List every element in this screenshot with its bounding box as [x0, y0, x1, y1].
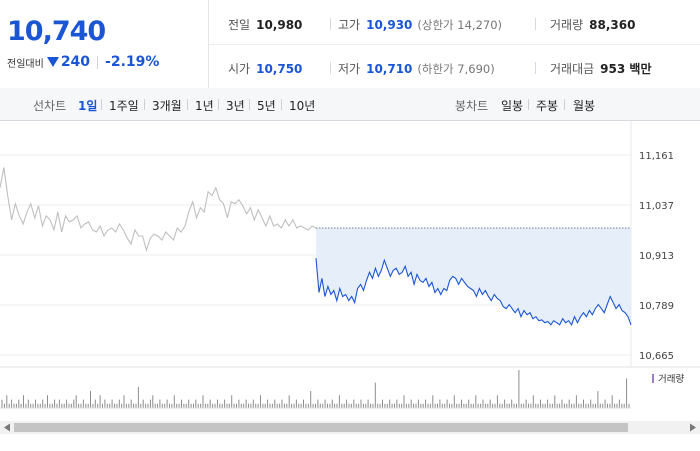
- previous-session-line: [0, 167, 317, 253]
- y-tick-label: 10,913: [639, 251, 674, 262]
- current-price: 10,740: [7, 16, 106, 47]
- stat-value: 88,360: [589, 17, 636, 32]
- y-axis-ticks: 11,161 11,037 10,913 10,789 10,665: [639, 151, 674, 362]
- line-chart-label: 선차트: [33, 99, 67, 113]
- divider: [187, 99, 188, 110]
- divider: [535, 62, 536, 74]
- stat-label: 고가: [338, 18, 361, 32]
- tab-1y[interactable]: 1년: [195, 99, 214, 113]
- price-line: [315, 258, 632, 326]
- tab-5y[interactable]: 5년: [257, 99, 276, 113]
- divider: [249, 99, 250, 110]
- scroll-left-icon[interactable]: [4, 423, 10, 432]
- upper-limit: (상한가 14,270): [417, 17, 503, 32]
- down-arrow-icon: [46, 57, 59, 67]
- stat-label: 거래대금: [550, 62, 595, 76]
- stat-high: 고가 10,930 (상한가 14,270): [338, 16, 502, 33]
- divider: [528, 99, 529, 110]
- divider: [97, 55, 99, 69]
- stat-value: 10,710: [366, 61, 413, 76]
- lower-limit: (하한가 7,690): [417, 61, 495, 76]
- price-chart: 11,161 11,037 10,913 10,789 10,665 거래량: [0, 121, 700, 434]
- divider: [535, 18, 536, 30]
- divider: [144, 99, 145, 110]
- volume-bars: [0, 370, 631, 409]
- tab-10y[interactable]: 10년: [289, 99, 316, 113]
- tab-1d[interactable]: 1일: [78, 99, 98, 113]
- volume-legend-swatch: [652, 374, 654, 383]
- y-tick-label: 10,665: [639, 351, 674, 362]
- stat-label: 저가: [338, 62, 361, 76]
- tab-3y[interactable]: 3년: [226, 99, 245, 113]
- chart-lines: [0, 167, 632, 326]
- tab-daily[interactable]: 일봉: [501, 99, 524, 113]
- price-fill-area: [316, 228, 631, 325]
- candle-chart-label: 봉차트: [455, 99, 489, 113]
- divider: [218, 99, 219, 110]
- volume-legend: 거래량: [652, 373, 684, 385]
- change-amount: 240: [60, 54, 91, 70]
- change-label: 전일대비: [7, 58, 44, 70]
- stat-label: 시가: [228, 62, 251, 76]
- tab-3m[interactable]: 3개월: [152, 99, 182, 113]
- divider: [281, 99, 282, 110]
- row-divider: [209, 44, 700, 45]
- volume-legend-label: 거래량: [658, 373, 684, 385]
- stat-value: 10,980: [256, 17, 303, 32]
- divider: [330, 18, 331, 30]
- scroll-right-icon[interactable]: [690, 423, 696, 432]
- tab-weekly[interactable]: 주봉: [536, 99, 559, 113]
- divider: [101, 99, 102, 110]
- stat-low: 저가 10,710 (하한가 7,690): [338, 60, 495, 77]
- chart-scrollbar[interactable]: [0, 421, 700, 434]
- divider: [564, 99, 565, 110]
- divider: [330, 62, 331, 74]
- y-tick-label: 11,161: [639, 151, 674, 162]
- stat-trade-value: 거래대금 953 백만: [550, 60, 651, 77]
- y-tick-label: 10,789: [639, 301, 674, 312]
- change-percent: -2.19%: [105, 54, 160, 70]
- stat-value: 10,930: [366, 17, 413, 32]
- tab-monthly[interactable]: 월봉: [573, 99, 596, 113]
- price-change: 전일대비 240 -2.19%: [7, 54, 159, 70]
- scrollbar-thumb[interactable]: [14, 423, 628, 432]
- stat-label: 전일: [228, 18, 251, 32]
- chart-fill-area: [316, 228, 631, 325]
- stat-prev-close: 전일 10,980: [228, 16, 302, 33]
- y-tick-label: 11,037: [639, 201, 674, 212]
- tab-1w[interactable]: 1주일: [109, 99, 139, 113]
- stat-volume: 거래량 88,360: [550, 16, 635, 33]
- quote-header: 10,740 전일대비 240 -2.19% 전일 10,980 고가 10,9…: [0, 0, 700, 89]
- stat-value: 10,750: [256, 61, 303, 76]
- stat-open: 시가 10,750: [228, 60, 302, 77]
- stat-value: 953 백만: [600, 62, 652, 76]
- stat-label: 거래량: [550, 18, 584, 32]
- chart-tabs: 선차트 1일 1주일 3개월 1년 3년 5년 10년 봉차트 일봉 주봉 월봉: [0, 88, 700, 121]
- price-box: 10,740 전일대비 240 -2.19%: [0, 0, 209, 88]
